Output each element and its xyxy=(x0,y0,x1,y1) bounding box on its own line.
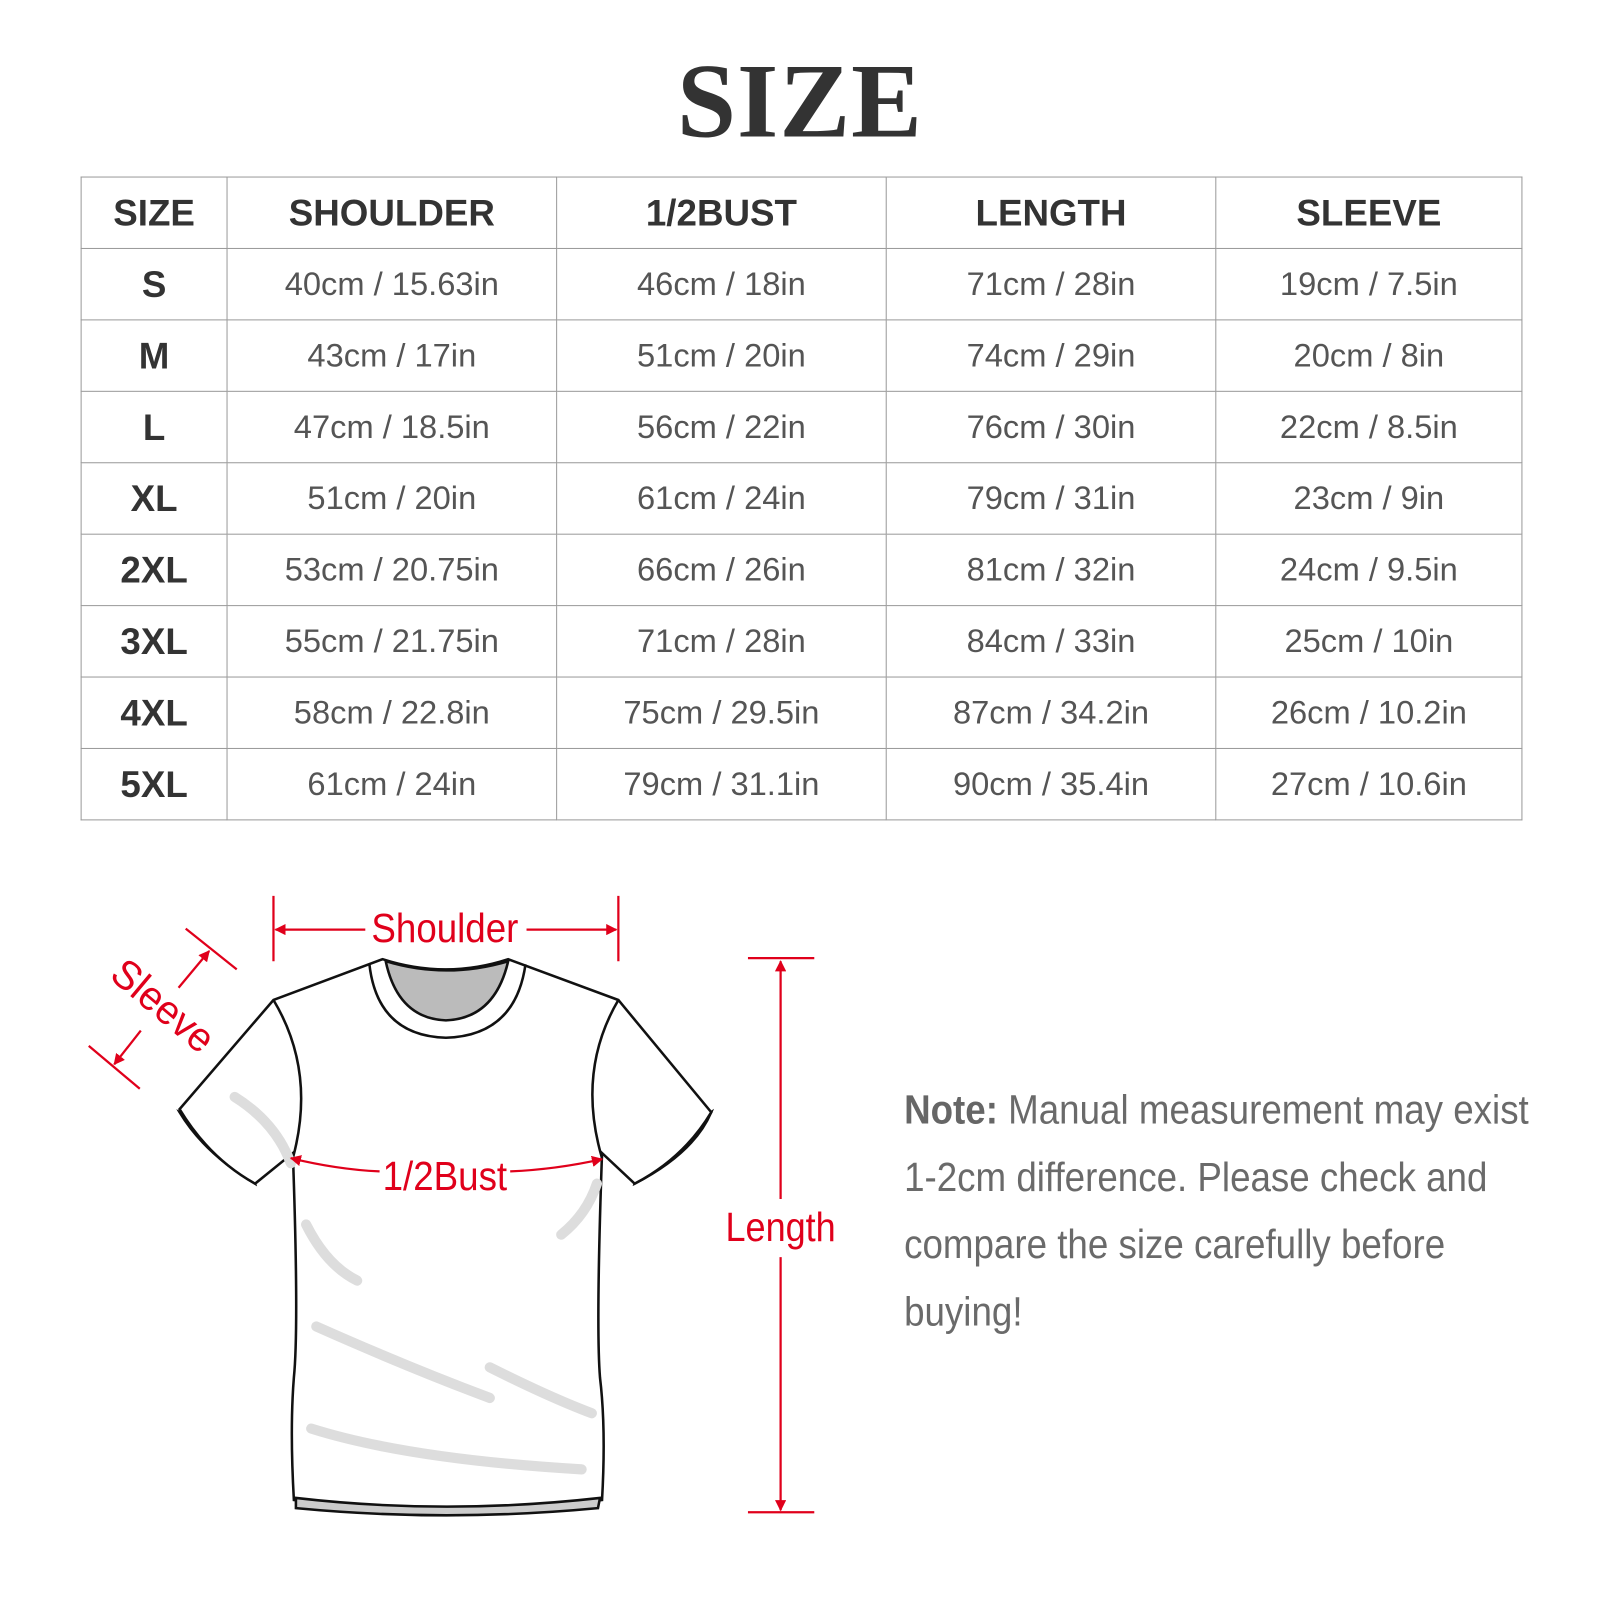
measurement-cell: 51cm / 20in xyxy=(226,462,558,535)
table-row: XL 51cm / 20in 61cm / 24in 79cm / 31in 23cm … xyxy=(80,462,1523,535)
measurement-cell: 71cm / 28in xyxy=(556,605,887,678)
measurement-cell: 22cm / 8.5in xyxy=(1215,390,1523,464)
table-row: 4XL 58cm / 22.8in 75cm / 29.5in 87cm / 34.2… xyxy=(80,676,1523,749)
measurement-arrows xyxy=(88,895,815,1514)
table-row: 5XL 61cm / 24in 79cm / 31.1in 90cm / 35.4in… xyxy=(80,747,1523,821)
column-header: SIZE xyxy=(80,176,228,249)
measurement-cell: 55cm / 21.75in xyxy=(226,605,558,678)
measurement-cell: 19cm / 7.5in xyxy=(1215,247,1523,321)
note-text: Note: Manual measurement may exist 1-2cm… xyxy=(904,1077,1547,1346)
column-header: 1/2BUST xyxy=(556,176,887,249)
bust-label: 1/2Bust xyxy=(383,1153,508,1199)
measurement-cell: 74cm / 29in xyxy=(885,319,1217,392)
measurement-cell: 40cm / 15.63in xyxy=(226,247,558,321)
size-table: SIZE SHOULDER 1/2BUST LENGTH SLEEVE S 40c… xyxy=(80,176,1523,821)
measurement-cell: 61cm / 24in xyxy=(556,462,887,535)
measurement-cell: 76cm / 30in xyxy=(885,390,1217,464)
table-row: 3XL 55cm / 21.75in 71cm / 28in 84cm / 33in 2… xyxy=(80,605,1523,678)
measurement-cell: 23cm / 9in xyxy=(1215,462,1523,535)
size-cell: 5XL xyxy=(80,747,228,821)
measurement-cell: 81cm / 32in xyxy=(885,533,1217,607)
measurement-cell: 25cm / 10in xyxy=(1215,605,1523,678)
measurement-cell: 46cm / 18in xyxy=(556,247,887,321)
measurement-cell: 43cm / 17in xyxy=(226,319,558,392)
measurement-cell: 75cm / 29.5in xyxy=(556,676,887,749)
measurement-cell: 26cm / 10.2in xyxy=(1215,676,1523,749)
measurement-cell: 56cm / 22in xyxy=(556,390,887,464)
column-header: LENGTH xyxy=(885,176,1217,249)
measurement-cell: 66cm / 26in xyxy=(556,533,887,607)
measurement-cell: 58cm / 22.8in xyxy=(226,676,558,749)
measurement-cell: 90cm / 35.4in xyxy=(885,747,1217,821)
column-header: SLEEVE xyxy=(1215,176,1523,249)
tshirt-icon xyxy=(176,957,715,1517)
size-cell: 3XL xyxy=(80,605,228,678)
table-row: 2XL 53cm / 20.75in 66cm / 26in 81cm / 32in 2… xyxy=(80,533,1523,607)
size-cell: XL xyxy=(80,462,228,535)
measurement-cell: 79cm / 31.1in xyxy=(556,747,887,821)
note-label: Note: xyxy=(904,1087,998,1133)
measurement-cell: 71cm / 28in xyxy=(885,247,1217,321)
table-row: M 43cm / 17in 51cm / 20in 74cm / 29in 20cm /… xyxy=(80,319,1523,392)
measurement-cell: 27cm / 10.6in xyxy=(1215,747,1523,821)
table-row: S 40cm / 15.63in 46cm / 18in 71cm / 28in 19c… xyxy=(80,247,1523,321)
page-title: SIZE xyxy=(677,42,923,161)
measurement-cell: 61cm / 24in xyxy=(226,747,558,821)
note-body: Manual measurement may exist 1-2cm diffe… xyxy=(904,1087,1529,1335)
measurement-cell: 20cm / 8in xyxy=(1215,319,1523,392)
measurement-cell: 24cm / 9.5in xyxy=(1215,533,1523,607)
table-row: L 47cm / 18.5in 56cm / 22in 76cm / 30in 22cm… xyxy=(80,390,1523,464)
sleeve-label: Sleeve xyxy=(102,949,224,1062)
shoulder-label: Shoulder xyxy=(371,905,518,951)
size-cell: 4XL xyxy=(80,676,228,749)
measurement-cell: 53cm / 20.75in xyxy=(226,533,558,607)
measurement-cell: 84cm / 33in xyxy=(885,605,1217,678)
size-cell: L xyxy=(80,390,228,464)
table-header-row: SIZE SHOULDER 1/2BUST LENGTH SLEEVE xyxy=(80,176,1523,249)
length-label: Length xyxy=(726,1204,836,1250)
size-cell: M xyxy=(80,319,228,392)
size-cell: S xyxy=(80,247,228,321)
